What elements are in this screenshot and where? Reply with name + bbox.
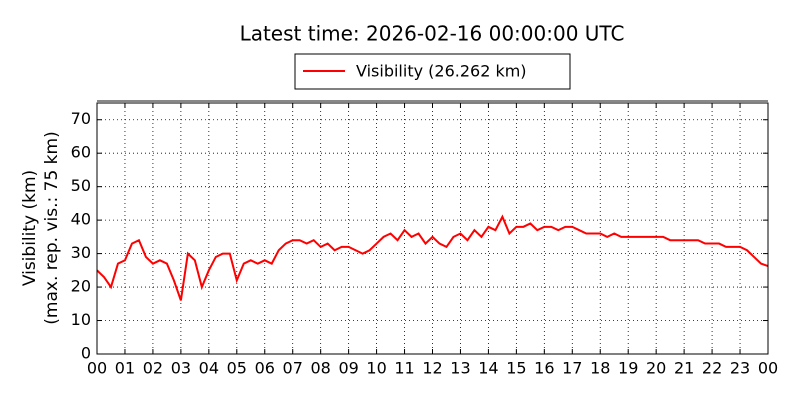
x-tick-label: 00 <box>87 359 107 378</box>
y-tick-label: 10 <box>71 310 91 329</box>
x-tick-label: 05 <box>227 359 247 378</box>
x-tick-label: 04 <box>199 359 219 378</box>
chart-title: Latest time: 2026-02-16 00:00:00 UTC <box>240 22 625 46</box>
x-tick-label: 01 <box>115 359 135 378</box>
x-tick-label: 20 <box>646 359 666 378</box>
x-tick-label: 11 <box>394 359 414 378</box>
y-tick-label: 60 <box>71 143 91 162</box>
plot-frame <box>96 102 769 355</box>
x-tick-label: 10 <box>366 359 386 378</box>
x-tick-label: 19 <box>618 359 638 378</box>
x-tick-label: 18 <box>590 359 610 378</box>
legend-label: Visibility (26.262 km) <box>356 62 527 81</box>
x-tick-label: 13 <box>450 359 470 378</box>
x-tick-label: 16 <box>534 359 554 378</box>
x-tick-label: 07 <box>283 359 303 378</box>
y-tick-label: 70 <box>71 109 91 128</box>
x-tick-label: 03 <box>171 359 191 378</box>
x-tick-label: 09 <box>338 359 358 378</box>
x-tick-label: 02 <box>143 359 163 378</box>
y-tick-label: 0 <box>81 344 91 363</box>
x-tick-label: 17 <box>562 359 582 378</box>
y-axis-label: Visibility (km) <box>20 170 40 286</box>
y-axis-label: (max. rep. vis.: 75 km) <box>42 131 62 324</box>
x-tick-label: 00 <box>758 359 778 378</box>
x-tick-label: 14 <box>478 359 498 378</box>
x-tick-label: 12 <box>422 359 442 378</box>
y-tick-label: 30 <box>71 243 91 262</box>
x-tick-label: 21 <box>674 359 694 378</box>
x-tick-label: 15 <box>506 359 526 378</box>
x-tick-label: 06 <box>255 359 275 378</box>
y-tick-label: 40 <box>71 210 91 229</box>
x-tick-label: 22 <box>702 359 722 378</box>
y-tick-label: 50 <box>71 176 91 195</box>
y-tick-label: 20 <box>71 277 91 296</box>
data-line <box>96 214 769 301</box>
x-tick-label: 23 <box>730 359 750 378</box>
x-tick-label: 08 <box>310 359 330 378</box>
